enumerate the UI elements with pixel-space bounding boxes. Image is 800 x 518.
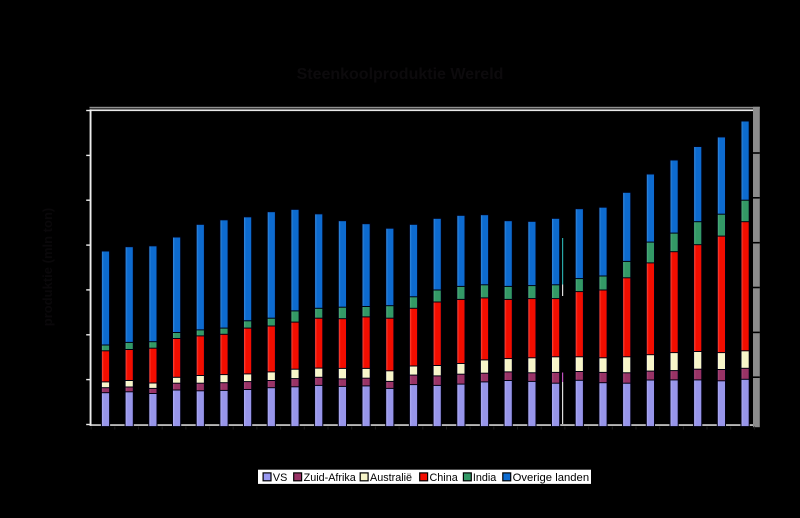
svg-text:India: India — [473, 472, 496, 484]
svg-text:Overige landen: Overige landen — [513, 472, 590, 484]
svg-text:VS: VS — [273, 472, 287, 484]
svg-text:Steenkoolproduktie Wereld: Steenkoolproduktie Wereld — [297, 66, 504, 83]
svg-text:produktie (mln ton): produktie (mln ton) — [40, 208, 55, 326]
svg-text:China: China — [430, 472, 458, 484]
svg-text:Australië: Australië — [370, 472, 412, 484]
svg-text:Zuid-Afrika: Zuid-Afrika — [304, 472, 356, 484]
